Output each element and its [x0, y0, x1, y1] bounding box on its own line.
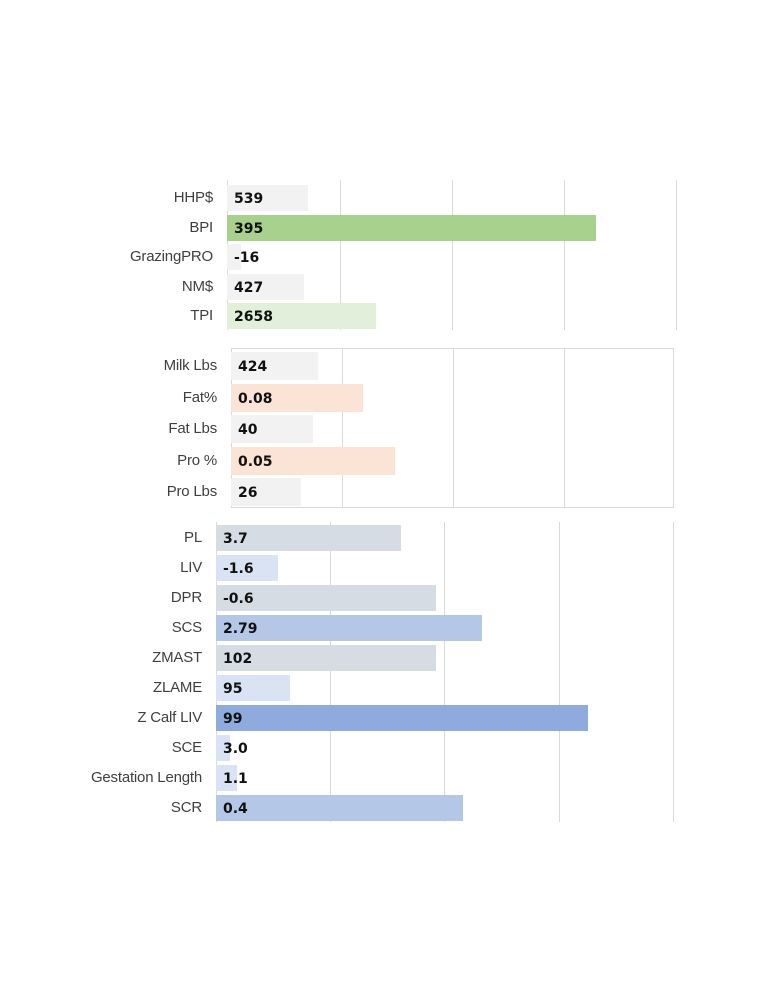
- gridline: [564, 348, 565, 508]
- bar: [227, 303, 376, 329]
- gridline: [676, 180, 677, 330]
- data-label: 427: [234, 279, 264, 296]
- gridline: [564, 180, 565, 330]
- bar: [216, 645, 436, 671]
- category-label: SCS: [171, 619, 202, 636]
- data-label: 3.7: [223, 531, 248, 547]
- category-label: GrazingPRO: [129, 248, 213, 265]
- category-label: NM$: [181, 277, 213, 295]
- data-label: 0.05: [238, 453, 273, 470]
- category-label: Pro Lbs: [166, 483, 217, 500]
- data-label: 395: [234, 220, 264, 237]
- bar: [231, 478, 301, 506]
- bar: [216, 705, 588, 731]
- category-label: Gestation Length: [90, 769, 202, 786]
- gridline: [342, 348, 343, 508]
- data-label: 26: [238, 485, 258, 501]
- data-label: 2.79: [223, 621, 258, 637]
- category-label: Fat%: [182, 388, 217, 406]
- bar: [231, 446, 395, 475]
- category-label: Milk Lbs: [163, 357, 218, 374]
- data-label: 2658: [234, 309, 273, 325]
- gridline: [453, 348, 454, 508]
- data-label: 424: [238, 359, 268, 375]
- category-label: ZLAME: [152, 679, 202, 696]
- gridline: [330, 522, 331, 822]
- bar: [231, 383, 363, 412]
- bar: [231, 415, 313, 443]
- bar: [216, 555, 278, 581]
- gridline: [216, 522, 217, 822]
- data-label: 0.4: [223, 801, 248, 817]
- category-label: Fat Lbs: [168, 420, 217, 437]
- data-label: -1.6: [223, 561, 254, 577]
- bar: [227, 214, 596, 241]
- data-label: 95: [223, 681, 243, 697]
- data-label: 3.0: [223, 741, 248, 757]
- category-label: LIV: [180, 559, 202, 576]
- bar: [216, 735, 230, 761]
- bar: [216, 525, 401, 551]
- category-label: DPR: [170, 589, 202, 606]
- data-label: 40: [238, 422, 258, 438]
- data-label: 0.08: [238, 390, 273, 407]
- gridline: [452, 180, 453, 330]
- data-label: 539: [234, 191, 264, 207]
- category-label: SCE: [171, 739, 202, 756]
- bar: [227, 185, 308, 211]
- category-label: ZMAST: [152, 649, 202, 666]
- category-label: BPI: [189, 218, 213, 236]
- bar: [227, 244, 241, 270]
- data-label: 1.1: [223, 771, 248, 787]
- category-label: PL: [184, 529, 202, 546]
- data-label: -16: [234, 250, 260, 266]
- category-label: Pro %: [177, 451, 217, 469]
- health-chart: PL 3.7 LIV -1.6 DPR -0.6 SCS 2.79 ZMAST 102 ZLAME 9…: [0, 522, 776, 822]
- bar: [216, 675, 290, 701]
- gridline: [673, 522, 674, 822]
- gridline: [559, 522, 560, 822]
- bar: [216, 615, 482, 641]
- data-label: -0.6: [223, 591, 254, 607]
- category-label: Z Calf LIV: [137, 709, 202, 726]
- data-label: 102: [223, 651, 253, 667]
- category-label: HHP$: [173, 189, 213, 206]
- production-chart: Milk Lbs 424 Fat% 0.08 Fat Lbs 40 Pro % 0.05 Pro…: [0, 348, 776, 508]
- bar: [216, 795, 463, 821]
- bar: [231, 352, 318, 380]
- index-chart: HHP$ 539 BPI 395 GrazingPRO -16 NM$ 427 TPI 2658: [0, 180, 776, 330]
- bar: [216, 585, 436, 611]
- gridline: [444, 522, 445, 822]
- gridline: [340, 180, 341, 330]
- data-label: 99: [223, 711, 243, 727]
- category-label: SCR: [170, 799, 202, 816]
- bar: [216, 765, 237, 791]
- category-label: TPI: [190, 307, 213, 324]
- bar: [227, 273, 304, 300]
